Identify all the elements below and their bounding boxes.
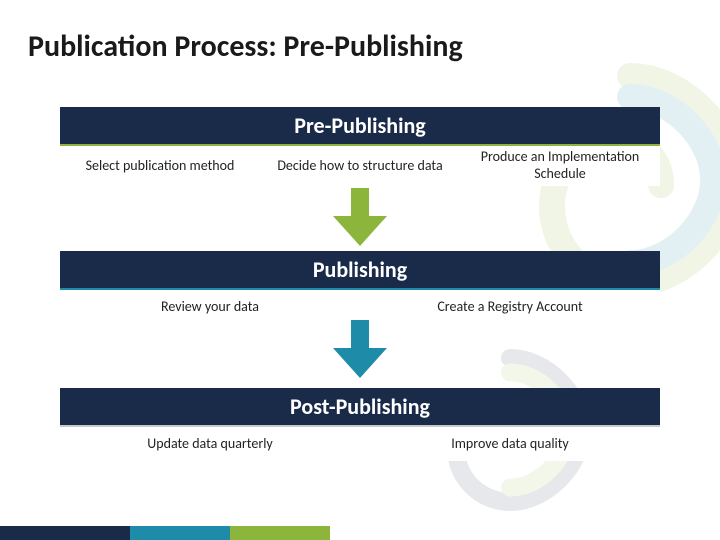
page-title: Publication Process: Pre-Publishing — [28, 28, 463, 65]
cell-update-quarterly: Update data quarterly — [60, 427, 360, 461]
section-row-post: Update data quarterly Improve data quali… — [60, 427, 660, 461]
cell-implementation-schedule: Produce an Implementation Schedule — [460, 146, 660, 186]
arrow-down-2 — [333, 320, 387, 378]
section-publishing: Publishing Review your data Create a Reg… — [60, 251, 660, 324]
section-header-pre: Pre-Publishing — [60, 107, 660, 146]
section-post-publishing: Post-Publishing Update data quarterly Im… — [60, 388, 660, 461]
arrow-down-1 — [333, 188, 387, 246]
cell-select-method: Select publication method — [60, 146, 260, 186]
footer-seg-green — [230, 526, 330, 540]
footer-seg-teal — [130, 526, 230, 540]
section-row-pub: Review your data Create a Registry Accou… — [60, 290, 660, 324]
section-header-pub: Publishing — [60, 251, 660, 290]
cell-improve-quality: Improve data quality — [360, 427, 660, 461]
section-pre-publishing: Pre-Publishing Select publication method… — [60, 107, 660, 186]
cell-structure-data: Decide how to structure data — [260, 146, 460, 186]
section-header-post: Post-Publishing — [60, 388, 660, 427]
section-row-pre: Select publication method Decide how to … — [60, 146, 660, 186]
footer-bar — [0, 526, 330, 540]
footer-seg-navy — [0, 526, 130, 540]
cell-registry-account: Create a Registry Account — [360, 290, 660, 324]
cell-review-data: Review your data — [60, 290, 360, 324]
